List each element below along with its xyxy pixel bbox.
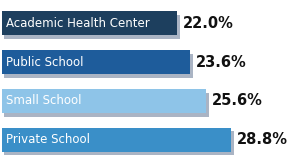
FancyBboxPatch shape [4,54,193,78]
FancyBboxPatch shape [4,93,209,117]
FancyBboxPatch shape [2,11,177,35]
Text: 25.6%: 25.6% [212,93,263,108]
FancyBboxPatch shape [2,50,190,74]
Text: Private School: Private School [6,133,90,146]
FancyBboxPatch shape [4,132,234,156]
Text: 23.6%: 23.6% [196,55,247,70]
FancyBboxPatch shape [2,128,231,152]
Text: 22.0%: 22.0% [183,16,234,31]
Text: Public School: Public School [6,56,83,69]
Text: Small School: Small School [6,94,81,107]
Text: Academic Health Center: Academic Health Center [6,17,149,30]
FancyBboxPatch shape [4,15,180,39]
Text: 28.8%: 28.8% [237,132,288,147]
FancyBboxPatch shape [2,89,206,113]
